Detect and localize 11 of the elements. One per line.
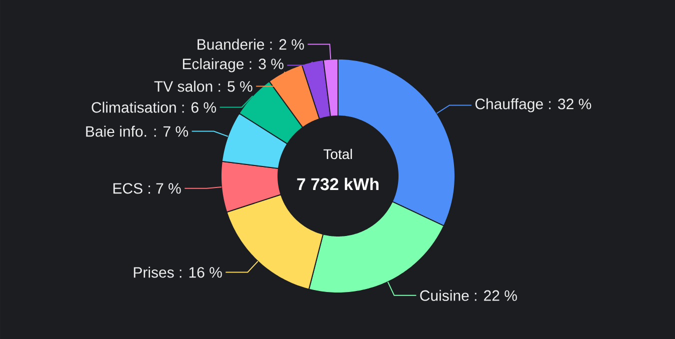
slice-label: Eclairage : 3 % [182,58,284,72]
slice-label: ECS : 7 % [113,183,181,194]
slice-label: Climatisation : 6 % [92,102,216,113]
slice-label: Chauffage : 32 % [475,98,592,112]
slice-label: Cuisine : 22 % [420,290,517,301]
text: Total [324,148,352,160]
slice-label: TV salon : 5 % [154,80,252,92]
slice-label: Prises : 16 % [134,266,222,278]
slice-label: Buanderie : 2 % [198,38,304,50]
text: 7 732 kWh [297,178,379,190]
slice-label: Baie info. : 7 % [86,126,188,137]
